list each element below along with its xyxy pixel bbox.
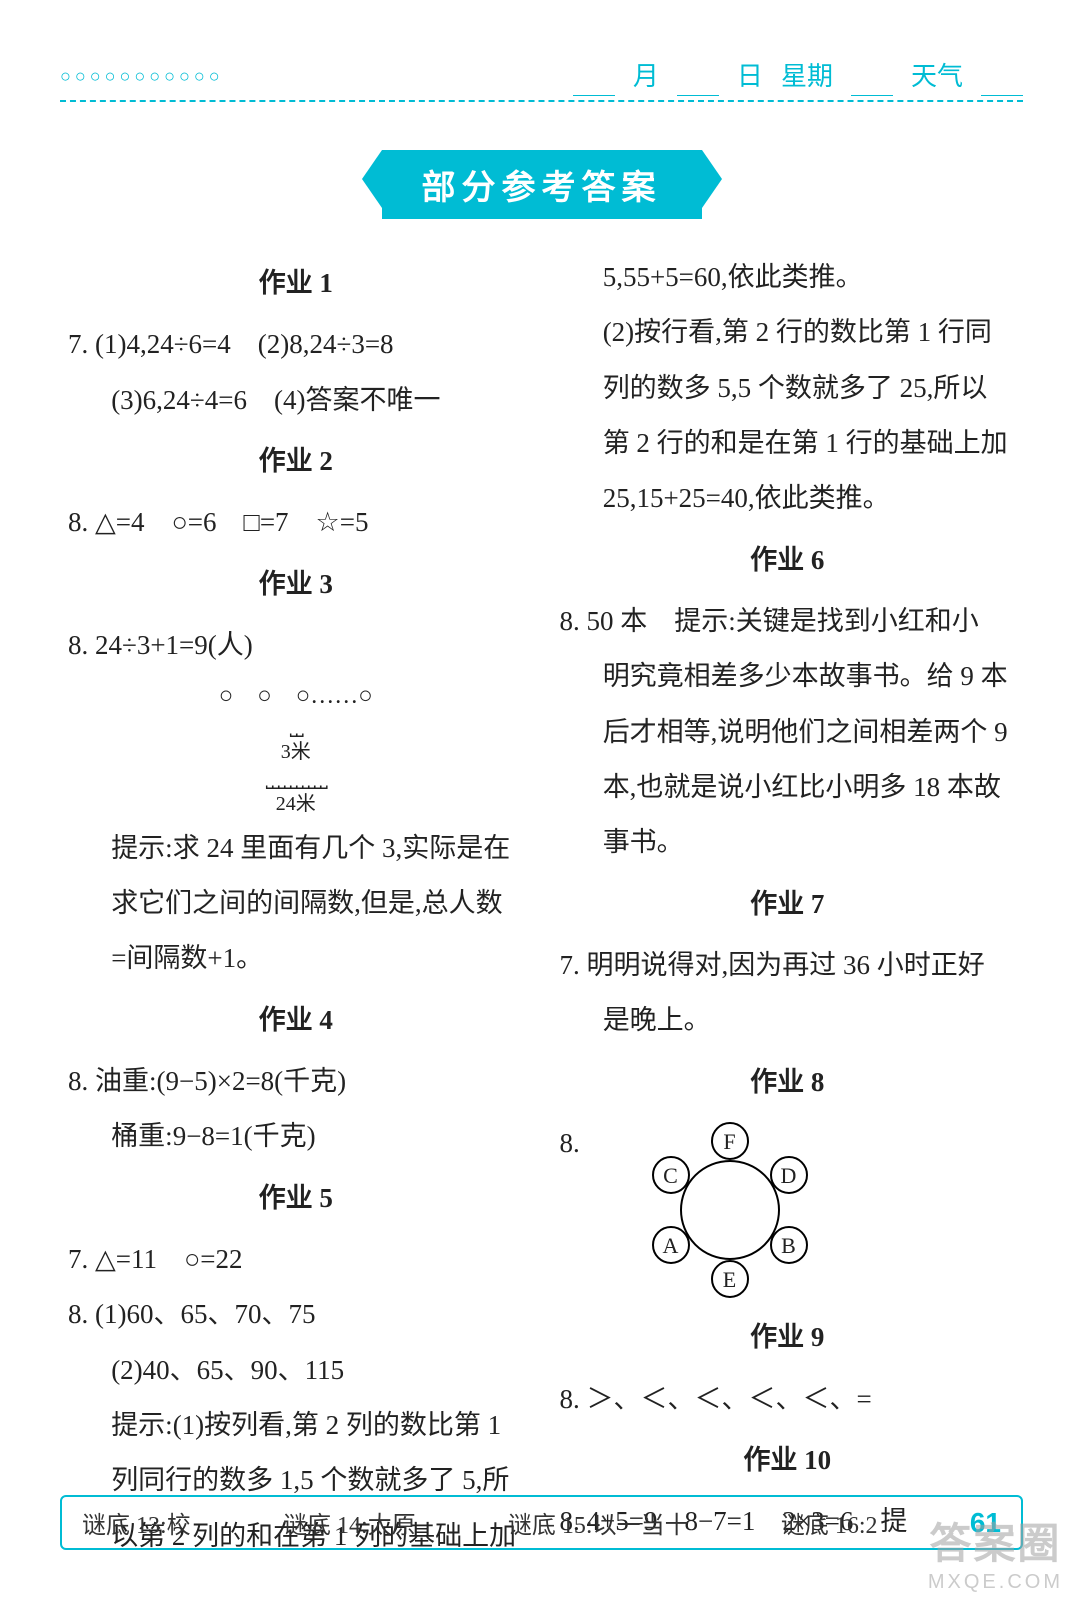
node-a: A bbox=[652, 1226, 690, 1264]
hw7-title: 作业 7 bbox=[560, 877, 1016, 932]
hw5-q7: 7. △=11 ○=22 bbox=[68, 1232, 524, 1287]
riddle-15: 谜底 15:以一当十 bbox=[508, 1505, 689, 1540]
label-24m: 24米 bbox=[68, 791, 524, 817]
hw8-q8: 8. bbox=[560, 1116, 590, 1171]
hw9-q8: 8. ＞、＜、＜、＜、＜、= bbox=[560, 1372, 1016, 1427]
label-weather: 天气 bbox=[911, 56, 963, 96]
hw3-diagram: ○ ○ ○……○ ⎵⎵ 3米 ⎵⎵⎵⎵⎵⎵⎵⎵⎵⎵ 24米 bbox=[68, 681, 524, 816]
header-divider bbox=[60, 100, 1023, 102]
hw6-q8c: 后才相等,说明他们之间相差两个 9 bbox=[560, 705, 1016, 760]
hw3-title: 作业 3 bbox=[68, 557, 524, 612]
hw6-q8a: 8. 50 本 提示:关键是找到小红和小 bbox=[560, 594, 1016, 649]
field-week bbox=[851, 56, 893, 96]
hw1-q7b: (3)6,24÷4=6 (4)答案不唯一 bbox=[68, 373, 524, 428]
hw8-diagram: F C D A B E bbox=[630, 1120, 830, 1300]
hw7-q7b: 是晚上。 bbox=[560, 993, 1016, 1048]
hw5-title: 作业 5 bbox=[68, 1171, 524, 1226]
header-dots: ○○○○○○○○○○○ bbox=[60, 66, 224, 87]
brace-24m: ⎵⎵⎵⎵⎵⎵⎵⎵⎵⎵ bbox=[68, 765, 524, 791]
hw5-q8b: (2)40、65、90、115 bbox=[68, 1343, 524, 1398]
footer-bar: 谜底 13:校 谜底 14:太原 谜底 15:以一当十 谜底 16:2 61 bbox=[60, 1495, 1023, 1550]
right-column: 5,55+5=60,依此类推。 (2)按行看,第 2 行的数比第 1 行同 列的… bbox=[560, 250, 1016, 1480]
hw3-q8: 8. 24÷3+1=9(人) bbox=[68, 618, 524, 673]
hw5-q8a: 8. (1)60、65、70、75 bbox=[68, 1287, 524, 1342]
left-column: 作业 1 7. (1)4,24÷6=4 (2)8,24÷3=8 (3)6,24÷… bbox=[68, 250, 524, 1480]
cont5: 25,15+25=40,依此类推。 bbox=[560, 471, 1016, 526]
field-weather bbox=[981, 56, 1023, 96]
node-f: F bbox=[711, 1122, 749, 1160]
page-header: ○○○○○○○○○○○ 月 日 星期 天气 bbox=[60, 56, 1023, 96]
page-title: 部分参考答案 bbox=[382, 150, 702, 219]
watermark-line2: MXQE.COM bbox=[928, 1571, 1063, 1594]
node-e: E bbox=[711, 1260, 749, 1298]
hw4-q8a: 8. 油重:(9−5)×2=8(千克) bbox=[68, 1054, 524, 1109]
cont3: 列的数多 5,5 个数就多了 25,所以 bbox=[560, 361, 1016, 416]
hw4-q8b: 桶重:9−8=1(千克) bbox=[68, 1109, 524, 1164]
hw2-title: 作业 2 bbox=[68, 434, 524, 489]
hw5-hint1: 提示:(1)按列看,第 2 列的数比第 1 bbox=[68, 1398, 524, 1453]
label-week: 星期 bbox=[781, 56, 833, 96]
brace-3m: ⎵⎵ bbox=[68, 713, 524, 739]
hw3-hint1: 提示:求 24 里面有几个 3,实际是在 bbox=[68, 821, 524, 876]
field-month bbox=[573, 56, 615, 96]
hw3-hint2: 求它们之间的间隔数,但是,总人数 bbox=[68, 876, 524, 931]
label-day: 日 bbox=[737, 56, 763, 96]
cont1: 5,55+5=60,依此类推。 bbox=[560, 250, 1016, 305]
riddle-14: 谜底 14:太原 bbox=[283, 1505, 416, 1540]
hw3-hint3: =间隔数+1。 bbox=[68, 931, 524, 986]
node-c: C bbox=[652, 1156, 690, 1194]
hw6-q8b: 明究竟相差多少本故事书。给 9 本 bbox=[560, 649, 1016, 704]
watermark: 答案圈 MXQE.COM bbox=[928, 1510, 1063, 1594]
hw4-title: 作业 4 bbox=[68, 993, 524, 1048]
cont2: (2)按行看,第 2 行的数比第 1 行同 bbox=[560, 305, 1016, 360]
node-d: D bbox=[770, 1156, 808, 1194]
node-b: B bbox=[770, 1226, 808, 1264]
riddle-16: 谜底 16:2 bbox=[781, 1505, 878, 1540]
watermark-line1: 答案圈 bbox=[928, 1510, 1063, 1571]
content-columns: 作业 1 7. (1)4,24÷6=4 (2)8,24÷3=8 (3)6,24÷… bbox=[68, 250, 1015, 1480]
hw6-title: 作业 6 bbox=[560, 533, 1016, 588]
label-3m: 3米 bbox=[68, 739, 524, 765]
hw6-q8d: 本,也就是说小红比小明多 18 本故 bbox=[560, 760, 1016, 815]
hw6-q8e: 事书。 bbox=[560, 815, 1016, 870]
riddle-13: 谜底 13:校 bbox=[82, 1505, 191, 1540]
hw10-title: 作业 10 bbox=[560, 1433, 1016, 1488]
hw1-title: 作业 1 bbox=[68, 256, 524, 311]
center-circle bbox=[680, 1160, 780, 1260]
label-month: 月 bbox=[633, 56, 659, 96]
field-day bbox=[677, 56, 719, 96]
hw8-title: 作业 8 bbox=[560, 1055, 1016, 1110]
cont4: 第 2 行的和是在第 1 行的基础上加 bbox=[560, 416, 1016, 471]
hw9-title: 作业 9 bbox=[560, 1310, 1016, 1365]
hw1-q7: 7. (1)4,24÷6=4 (2)8,24÷3=8 bbox=[68, 317, 524, 372]
diagram-circles: ○ ○ ○……○ bbox=[68, 681, 524, 712]
hw2-q8: 8. △=4 ○=6 □=7 ☆=5 bbox=[68, 495, 524, 550]
header-fields: 月 日 星期 天气 bbox=[573, 56, 1023, 96]
hw7-q7a: 7. 明明说得对,因为再过 36 小时正好 bbox=[560, 938, 1016, 993]
